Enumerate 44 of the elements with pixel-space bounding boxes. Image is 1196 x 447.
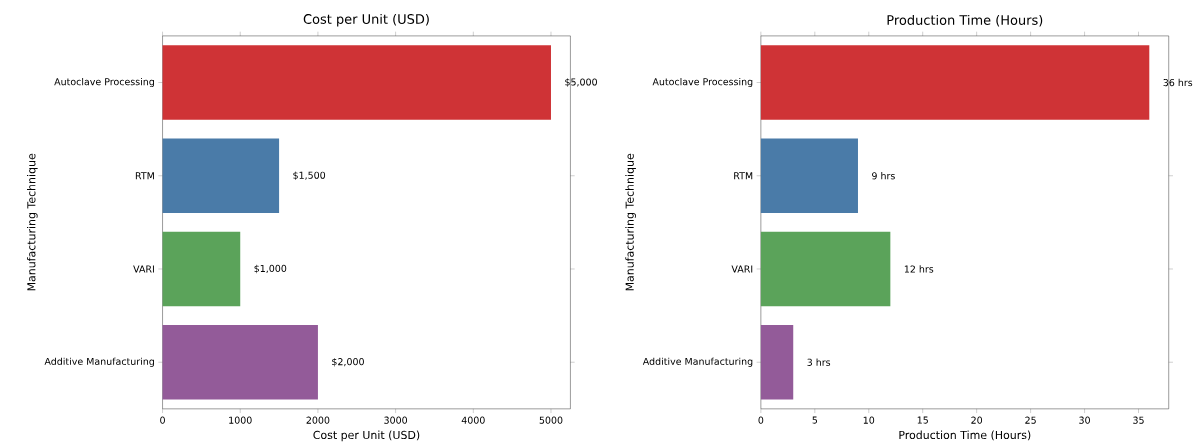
data-label: 9 hrs [872, 172, 895, 180]
bar [760, 138, 858, 214]
x-axis-title: Production Time (Hours) [899, 430, 1031, 441]
x-tick-label: 20 [971, 416, 983, 424]
x-tick-label: 10 [863, 416, 875, 424]
x-tick-label: 0 [160, 416, 165, 424]
bar [760, 45, 1150, 120]
bar [162, 45, 551, 120]
x-tick-label: 5 [812, 416, 818, 424]
y-tick-label: Autoclave Processing [54, 78, 154, 88]
x-tick-label: 35 [1133, 416, 1144, 424]
bar [162, 138, 280, 214]
bar [162, 325, 318, 400]
data-label: $2,000 [332, 358, 364, 367]
x-tick-label: 3000 [384, 416, 408, 424]
y-tick-label: VARI [133, 265, 154, 273]
data-label: 36 hrs [1163, 78, 1193, 87]
y-tick-label: RTM [135, 172, 154, 180]
x-tick-label: 30 [1079, 416, 1090, 424]
data-label: 12 hrs [904, 265, 934, 273]
x-tick-label: 4000 [461, 416, 485, 424]
y-tick-label: RTM [734, 172, 753, 180]
bar [760, 325, 794, 400]
y-tick-label: Additive Manufacturing [642, 357, 753, 367]
y-axis-title: Manufacturing Technique [625, 153, 636, 291]
data-label: $1,000 [254, 264, 287, 274]
bar [760, 231, 891, 307]
x-axis-title: Cost per Unit (USD) [313, 430, 420, 442]
x-tick-label: 1000 [229, 416, 252, 424]
x-tick-label: 2000 [306, 416, 330, 424]
x-tick-label: 15 [917, 416, 928, 424]
data-label: $5,000 [565, 78, 597, 87]
data-label: $1,500 [293, 171, 326, 181]
y-tick-label: Autoclave Processing [652, 78, 753, 88]
x-tick-label: 0 [758, 416, 764, 424]
x-tick-label: 5000 [539, 416, 563, 424]
chart-title: Cost per Unit (USD) [303, 14, 429, 27]
bar [162, 231, 241, 307]
x-tick-label: 25 [1025, 416, 1036, 424]
data-label: 3 hrs [807, 358, 831, 367]
y-axis-title: Manufacturing Technique [27, 153, 38, 291]
y-tick-label: Additive Manufacturing [44, 357, 154, 367]
chart-title: Production Time (Hours) [887, 15, 1043, 27]
y-tick-label: VARI [731, 265, 753, 273]
